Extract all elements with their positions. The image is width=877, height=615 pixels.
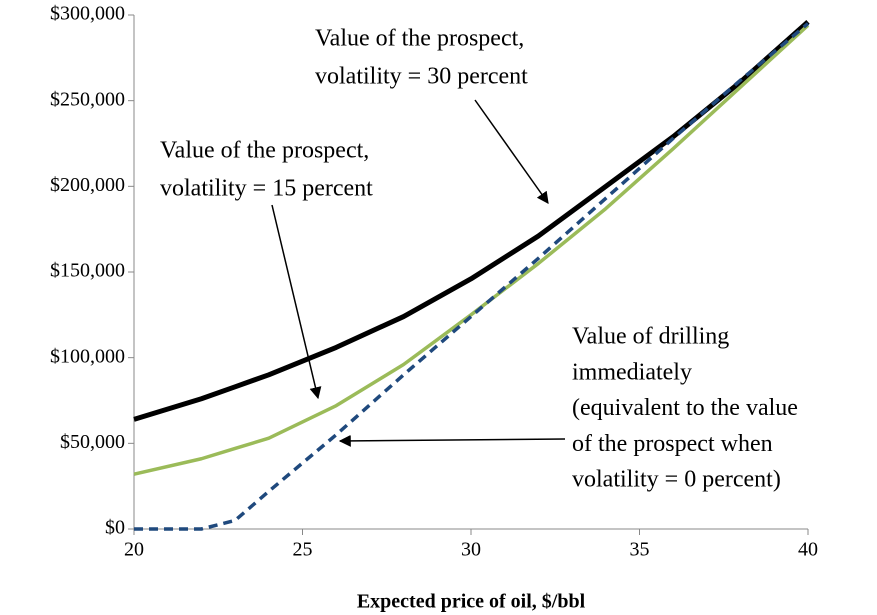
annotation: (equivalent to the value [572,395,798,421]
x-tick-label: 35 [630,539,650,561]
arrow [338,434,566,447]
x-axis-label: Expected price of oil, $/bbl [357,591,586,613]
series-line [133,23,810,476]
y-tick-label: $100,000 [50,345,125,367]
series-line [133,19,810,422]
x-tick-label: 20 [124,539,144,561]
annotation: volatility = 30 percent [315,64,528,90]
annotation: immediately [572,359,692,385]
arrow [271,204,322,400]
y-tick-label: $50,000 [60,431,125,453]
x-tick-label: 25 [293,539,313,561]
y-tick-label: $0 [105,517,125,539]
x-tick-label: 40 [798,539,818,561]
annotation: volatility = 15 percent [160,176,373,202]
annotation: Value of the prospect, [315,26,524,52]
annotation: Value of the prospect, [160,138,369,164]
y-tick-label: $150,000 [50,260,125,282]
annotation: Value of drilling [572,324,729,350]
x-tick-label: 30 [461,539,481,561]
annotation: of the prospect when [572,431,773,457]
annotation: volatility = 0 percent) [572,467,781,493]
series-line [134,22,810,531]
arrow [474,99,549,204]
y-tick-label: $300,000 [50,3,125,25]
y-tick-label: $250,000 [50,88,125,110]
y-tick-label: $200,000 [50,174,125,196]
